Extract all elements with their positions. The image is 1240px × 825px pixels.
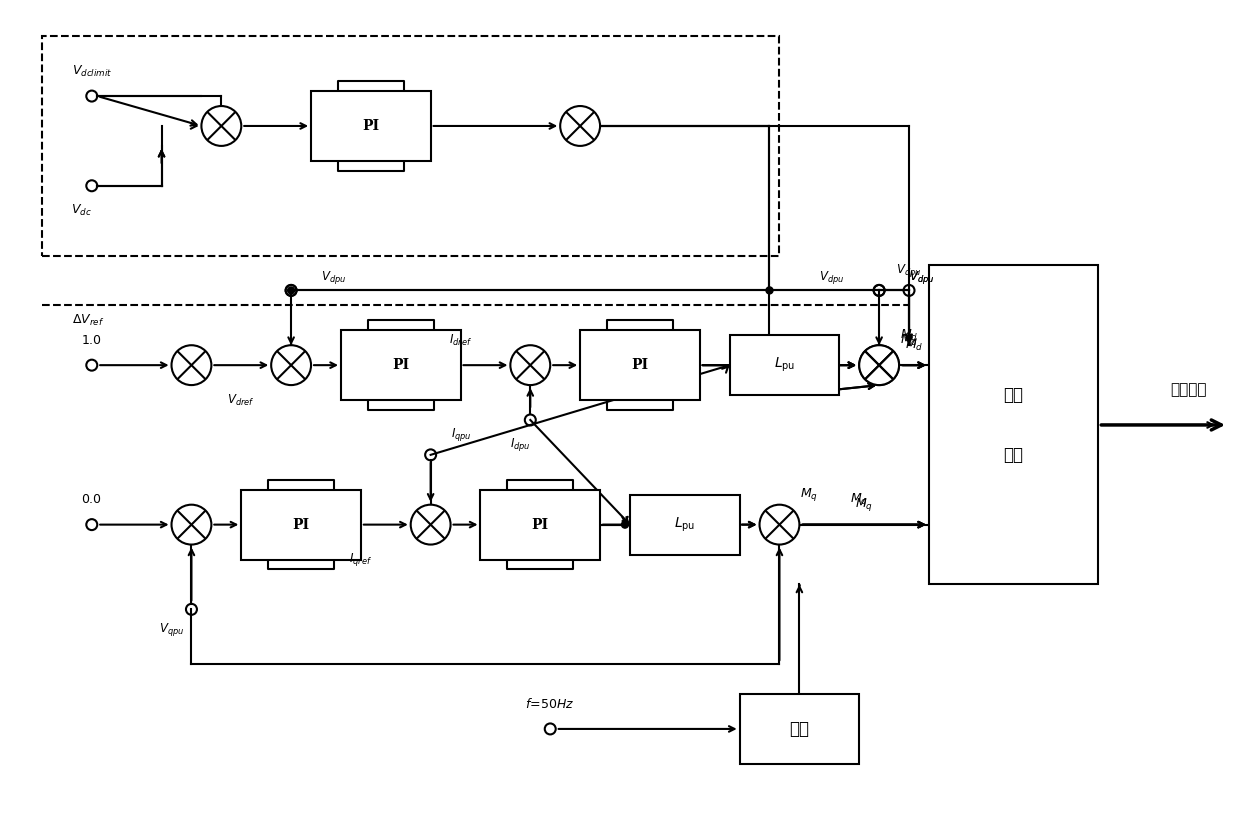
Bar (630, 495, 739, 554)
Circle shape (560, 106, 600, 146)
Text: $V_{dpu}$: $V_{dpu}$ (321, 269, 346, 286)
Text: $M_d$: $M_d$ (900, 332, 918, 348)
Bar (341, 330, 460, 400)
Text: PI: PI (631, 358, 649, 372)
Circle shape (201, 106, 242, 146)
Text: $M_d$: $M_d$ (905, 337, 924, 353)
Text: $I_{qref}$: $I_{qref}$ (350, 551, 372, 568)
Text: PI: PI (293, 517, 310, 531)
Text: $M_q$: $M_q$ (851, 491, 868, 508)
Text: $V_{dpu}$: $V_{dpu}$ (818, 269, 844, 286)
Text: PI: PI (362, 119, 379, 133)
Circle shape (171, 505, 211, 544)
Text: $L_{\rm pu}$: $L_{\rm pu}$ (774, 356, 795, 375)
Text: $I_{qpu}$: $I_{qpu}$ (450, 427, 471, 443)
Circle shape (288, 287, 295, 294)
Text: $L_{\rm pu}$: $L_{\rm pu}$ (675, 516, 696, 534)
Text: $M_q$: $M_q$ (856, 496, 873, 513)
Text: $V_{qpu}$: $V_{qpu}$ (159, 620, 185, 638)
Circle shape (766, 287, 773, 294)
Text: $\Delta V_{ref}$: $\Delta V_{ref}$ (72, 313, 104, 328)
Circle shape (410, 505, 450, 544)
Text: $V_{dc}$: $V_{dc}$ (72, 203, 92, 219)
Bar (729, 335, 839, 395)
Text: 触发: 触发 (1003, 386, 1024, 404)
Text: $V_{dpu}$: $V_{dpu}$ (897, 262, 921, 279)
Text: $M_d$: $M_d$ (900, 328, 918, 343)
Bar (242, 490, 361, 559)
Text: 逻辑: 逻辑 (1003, 446, 1024, 464)
Circle shape (760, 505, 800, 544)
Text: $0.0$: $0.0$ (82, 493, 103, 507)
Text: $f\!=\!50Hz$: $f\!=\!50Hz$ (526, 697, 575, 711)
Text: $I_{dref}$: $I_{dref}$ (449, 332, 472, 348)
Circle shape (171, 345, 211, 385)
Text: 晶振: 晶振 (790, 720, 810, 738)
Circle shape (859, 345, 899, 385)
Circle shape (859, 345, 899, 385)
Circle shape (621, 521, 629, 528)
Text: $V_{dclimit}$: $V_{dclimit}$ (72, 64, 112, 78)
Text: $M_q$: $M_q$ (800, 486, 818, 503)
Text: $I_{dpu}$: $I_{dpu}$ (510, 436, 531, 454)
Circle shape (272, 345, 311, 385)
Bar (311, 91, 430, 161)
Text: PI: PI (392, 358, 409, 372)
Bar (929, 266, 1099, 584)
Bar (580, 330, 699, 400)
Text: $V_{dref}$: $V_{dref}$ (227, 393, 255, 408)
Text: $V_{dpu}$: $V_{dpu}$ (909, 269, 935, 286)
Text: $1.0$: $1.0$ (82, 334, 103, 346)
Text: 触发脉冲: 触发脉冲 (1169, 383, 1207, 398)
Text: PI: PI (532, 517, 549, 531)
Bar (739, 694, 859, 764)
Text: $V_{dpu}$: $V_{dpu}$ (909, 269, 935, 286)
Bar (42, 36, 780, 256)
Circle shape (511, 345, 551, 385)
Bar (480, 490, 600, 559)
